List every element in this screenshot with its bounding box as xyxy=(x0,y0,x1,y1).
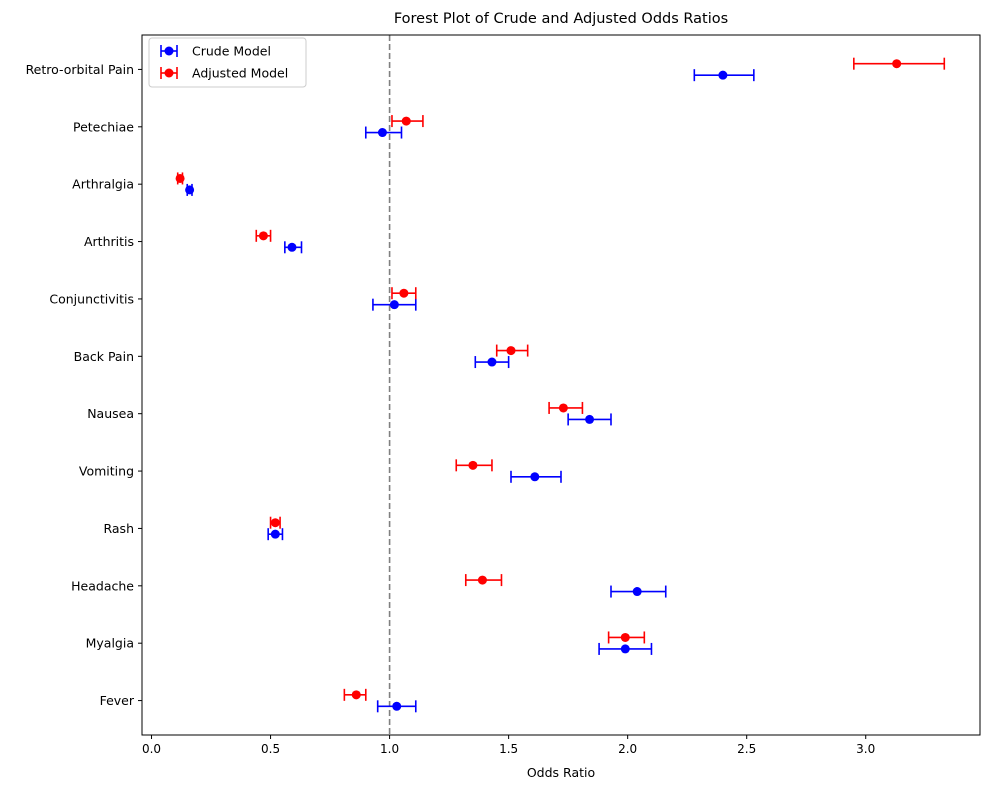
legend-swatch-marker xyxy=(164,46,174,56)
axis-ticks: 0.0 0.5 1.0 1.5 2.0 2.5 3.0 Fever Myalgia Headach… xyxy=(26,62,876,756)
y-tick-label: Petechiae xyxy=(73,119,134,134)
data-point xyxy=(401,116,411,126)
y-tick-label: Rash xyxy=(103,521,134,536)
y-tick-label: Back Pain xyxy=(74,349,134,364)
data-point xyxy=(620,644,630,654)
x-tick-label: 1.5 xyxy=(499,742,518,756)
y-tick-label: Arthralgia xyxy=(72,177,134,192)
data-point xyxy=(270,529,280,539)
data-point xyxy=(620,632,630,642)
legend-entry: Crude Model xyxy=(192,44,271,59)
data-point xyxy=(175,173,185,183)
data-point xyxy=(185,185,195,195)
y-tick-label: Headache xyxy=(71,578,134,593)
y-tick-label: Arthritis xyxy=(84,234,134,249)
y-tick-label: Myalgia xyxy=(86,636,134,651)
data-point xyxy=(270,518,280,528)
data-point xyxy=(468,460,478,470)
y-tick-label: Retro-orbital Pain xyxy=(26,62,134,77)
x-tick-label: 2.0 xyxy=(618,742,637,756)
chart-title: Forest Plot of Crude and Adjusted Odds R… xyxy=(394,11,728,27)
x-axis-label: Odds Ratio xyxy=(527,765,595,780)
y-tick-label: Nausea xyxy=(87,406,134,421)
plot-area xyxy=(175,35,946,735)
legend: Crude Model Adjusted Model xyxy=(148,37,307,88)
data-point xyxy=(477,575,487,585)
data-point xyxy=(530,472,540,482)
x-tick-label: 0.0 xyxy=(142,742,161,756)
x-tick-label: 2.5 xyxy=(737,742,756,756)
data-point xyxy=(632,587,642,597)
legend-entry: Adjusted Model xyxy=(192,66,288,81)
x-tick-label: 1.0 xyxy=(380,742,399,756)
legend-swatch-marker xyxy=(164,68,174,78)
data-point xyxy=(287,242,297,252)
data-point xyxy=(718,70,728,80)
data-point xyxy=(377,128,387,138)
x-tick-label: 0.5 xyxy=(261,742,280,756)
data-point xyxy=(389,300,399,310)
y-tick-label: Fever xyxy=(100,693,135,708)
legend-box xyxy=(148,37,307,88)
x-tick-label: 3.0 xyxy=(856,742,875,756)
data-point xyxy=(258,231,268,241)
data-point xyxy=(487,357,497,367)
data-point xyxy=(506,346,516,356)
data-point xyxy=(892,59,902,69)
data-point xyxy=(558,403,568,413)
data-point xyxy=(585,414,595,424)
y-tick-label: Conjunctivitis xyxy=(49,291,134,306)
data-point xyxy=(351,690,361,700)
data-point xyxy=(392,701,402,711)
y-tick-label: Vomiting xyxy=(79,464,134,479)
plot-frame xyxy=(141,34,981,736)
data-point xyxy=(399,288,409,298)
